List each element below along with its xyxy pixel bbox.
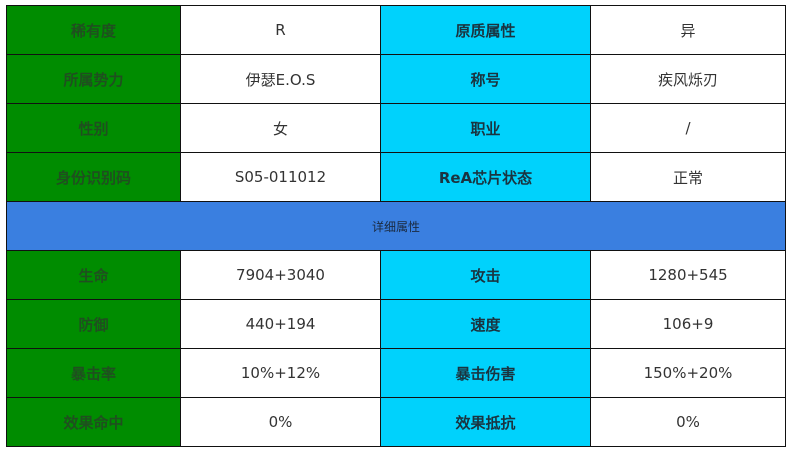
attribute-value: 440+194 <box>180 299 381 349</box>
table-row: 防御 440+194 速度 106+9 <box>6 299 786 349</box>
attribute-value: 正常 <box>590 152 786 202</box>
table-row: 效果命中 0% 效果抵抗 0% <box>6 397 786 447</box>
attribute-label: 生命 <box>6 250 181 300</box>
attribute-label: 原质属性 <box>380 5 591 55</box>
character-info-table: 稀有度 R 原质属性异所属势力 伊瑟E.O.S 称号 疾风烁刃 性别女职业 / 身份识别码 S05… <box>6 5 786 447</box>
table-row: 稀有度 R 原质属性异 <box>6 5 786 55</box>
attribute-value: 106+9 <box>590 299 786 349</box>
attribute-label: 效果抵抗 <box>380 397 591 447</box>
table-row: 生命 7904+3040 攻击 1280+545 <box>6 250 786 300</box>
attribute-value: 伊瑟E.O.S <box>180 54 381 104</box>
section-header: 详细属性 <box>6 201 786 251</box>
attribute-value: 150%+20% <box>590 348 786 398</box>
attribute-label: 所属势力 <box>6 54 181 104</box>
attribute-label: 性别 <box>6 103 181 153</box>
attribute-label: 防御 <box>6 299 181 349</box>
attribute-label: 速度 <box>380 299 591 349</box>
attribute-value: 1280+545 <box>590 250 786 300</box>
attribute-value: / <box>590 103 786 153</box>
table-row: 暴击率 10%+12% 暴击伤害 150%+20% <box>6 348 786 398</box>
attribute-label: 职业 <box>380 103 591 153</box>
attribute-label: 暴击伤害 <box>380 348 591 398</box>
attribute-label: 称号 <box>380 54 591 104</box>
attribute-value: R <box>180 5 381 55</box>
attribute-value: 7904+3040 <box>180 250 381 300</box>
attribute-value: 女 <box>180 103 381 153</box>
attribute-value: 10%+12% <box>180 348 381 398</box>
table-row: 性别女职业 / <box>6 103 786 153</box>
table-row: 所属势力 伊瑟E.O.S 称号 疾风烁刃 <box>6 54 786 104</box>
attribute-label: ReA芯片状态 <box>380 152 591 202</box>
attribute-value: S05-011012 <box>180 152 381 202</box>
attribute-value: 疾风烁刃 <box>590 54 786 104</box>
attribute-label: 暴击率 <box>6 348 181 398</box>
attribute-value: 0% <box>590 397 786 447</box>
attribute-value: 0% <box>180 397 381 447</box>
attribute-label: 攻击 <box>380 250 591 300</box>
attribute-label: 稀有度 <box>6 5 181 55</box>
attribute-label: 身份识别码 <box>6 152 181 202</box>
attribute-value: 异 <box>590 5 786 55</box>
attribute-label: 效果命中 <box>6 397 181 447</box>
table-row: 身份识别码 S05-011012 ReA芯片状态 正常 <box>6 152 786 202</box>
